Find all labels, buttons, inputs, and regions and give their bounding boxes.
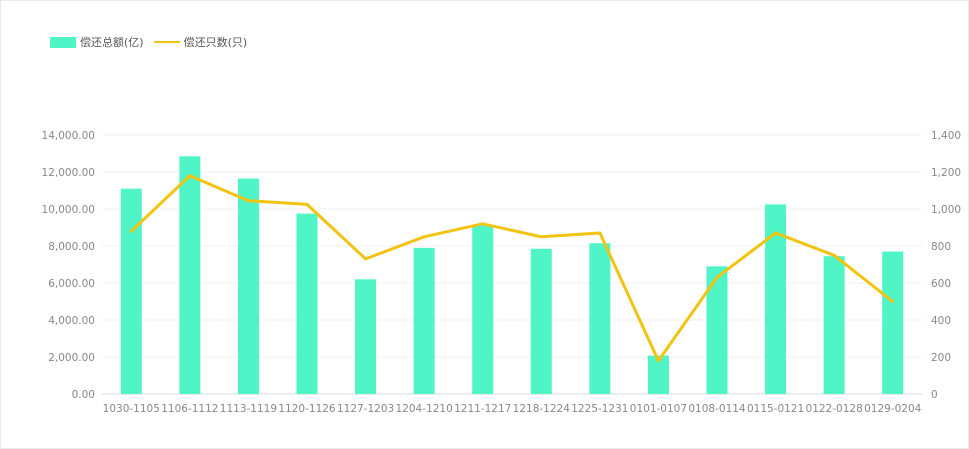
bar bbox=[472, 225, 494, 394]
x-tick-label: 1106-1112 bbox=[161, 403, 218, 415]
line-point bbox=[364, 257, 368, 261]
bar bbox=[882, 251, 904, 394]
line-point bbox=[656, 359, 660, 363]
bar bbox=[589, 243, 611, 394]
y-left-tick-label: 0.00 bbox=[72, 389, 95, 401]
bar bbox=[296, 213, 318, 394]
legend-label-amount: 偿还总额(亿) bbox=[80, 36, 144, 49]
x-tick-label: 0115-0121 bbox=[747, 403, 804, 415]
x-tick-label: 0129-0204 bbox=[864, 403, 922, 415]
line-point bbox=[539, 235, 543, 239]
bar bbox=[355, 279, 377, 394]
line-point bbox=[715, 275, 719, 279]
y-left-tick-label: 14,000.00 bbox=[42, 130, 95, 142]
y-right-tick-label: 1,200 bbox=[931, 167, 961, 179]
y-left-tick-label: 6,000.00 bbox=[48, 278, 95, 290]
bar bbox=[413, 247, 435, 394]
y-right-tick-label: 200 bbox=[931, 352, 951, 364]
y-right-tick-label: 800 bbox=[931, 241, 951, 253]
bar bbox=[706, 266, 728, 394]
y-right-tick-label: 0 bbox=[931, 389, 938, 401]
x-tick-label: 0122-0128 bbox=[806, 403, 863, 415]
bar bbox=[823, 256, 845, 394]
y-right-tick-label: 1,000 bbox=[931, 204, 961, 216]
line-point bbox=[774, 231, 778, 235]
bar bbox=[765, 204, 787, 394]
line-point bbox=[832, 253, 836, 257]
x-tick-label: 1030-1105 bbox=[103, 403, 160, 415]
legend-swatch-line bbox=[153, 41, 180, 43]
line-point bbox=[422, 235, 426, 239]
line-point bbox=[305, 202, 309, 206]
line-point bbox=[598, 231, 602, 235]
line-point bbox=[129, 229, 133, 233]
bar bbox=[530, 248, 552, 394]
y-left-tick-label: 4,000.00 bbox=[48, 315, 95, 327]
chart-legend: 偿还总额(亿) 偿还只数(只) bbox=[50, 33, 257, 51]
x-tick-label: 0108-0114 bbox=[688, 403, 746, 415]
line-point bbox=[481, 222, 485, 226]
x-tick-label: 1225-1231 bbox=[571, 403, 628, 415]
legend-label-count: 偿还只数(只) bbox=[183, 36, 248, 49]
x-tick-label: 1218-1224 bbox=[513, 403, 571, 415]
bar bbox=[120, 188, 142, 394]
y-right-tick-label: 1,400 bbox=[931, 130, 961, 142]
legend-item-count[interactable]: 偿还只数(只) bbox=[153, 34, 248, 50]
series-line bbox=[130, 174, 894, 363]
x-tick-label: 1127-1203 bbox=[337, 403, 394, 415]
y-left-tick-label: 2,000.00 bbox=[48, 352, 95, 364]
y-right-tick-label: 600 bbox=[931, 278, 951, 290]
y-left-tick-label: 8,000.00 bbox=[48, 241, 95, 253]
x-tick-label: 1113-1119 bbox=[220, 403, 277, 415]
bar bbox=[237, 178, 259, 394]
line-point bbox=[246, 199, 250, 203]
y-left-tick-label: 12,000.00 bbox=[42, 167, 95, 179]
x-tick-label: 1120-1126 bbox=[278, 403, 336, 415]
legend-swatch-bar bbox=[50, 36, 76, 48]
x-tick-label: 1211-1217 bbox=[454, 403, 511, 415]
y-left-tick-label: 10,000.00 bbox=[42, 204, 95, 216]
line-point bbox=[188, 174, 192, 178]
bar bbox=[647, 355, 669, 394]
y-right-tick-label: 400 bbox=[931, 315, 951, 327]
bar bbox=[179, 156, 201, 394]
x-tick-label: 1204-1210 bbox=[396, 403, 453, 415]
x-tick-label: 0101-0107 bbox=[630, 403, 687, 415]
line-point bbox=[891, 300, 895, 303]
legend-item-amount[interactable]: 偿还总额(亿) bbox=[50, 34, 144, 50]
